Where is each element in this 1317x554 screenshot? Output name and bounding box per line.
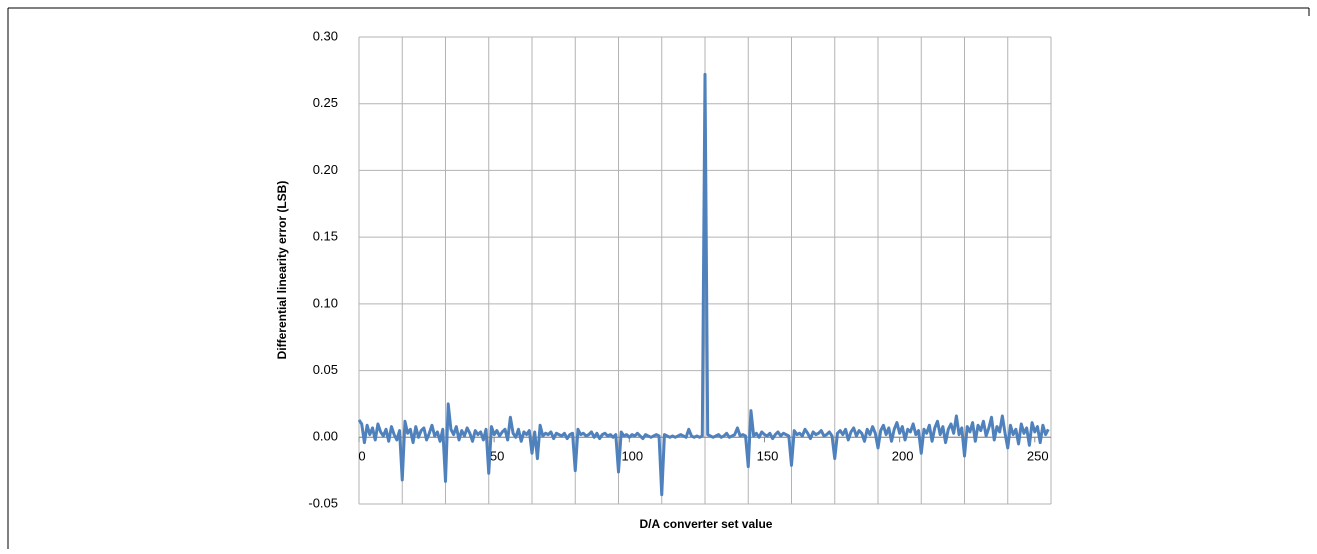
y-tick-label: -0.05 [308,495,338,510]
data-line [357,72,1050,497]
x-axis-title: D/A converter set value [640,517,773,531]
x-tick-label: 200 [892,449,914,464]
x-tick-label: 250 [1027,449,1049,464]
y-tick-label: 0.25 [313,95,338,110]
x-tick-label: 50 [490,449,504,464]
y-tick-label: 0.10 [313,295,338,310]
y-axis-title: Differential linearity error (LSB) [275,181,289,360]
y-tick-label: 0.30 [313,28,338,43]
y-tick-label: 0.15 [313,229,338,244]
y-tick-label: 0.00 [313,429,338,444]
x-tick-label: 150 [757,449,779,464]
x-tick-label: 0 [358,449,365,464]
y-tick-label: 0.20 [313,162,338,177]
y-tick-label: 0.05 [313,362,338,377]
x-tick-label: 100 [621,449,643,464]
